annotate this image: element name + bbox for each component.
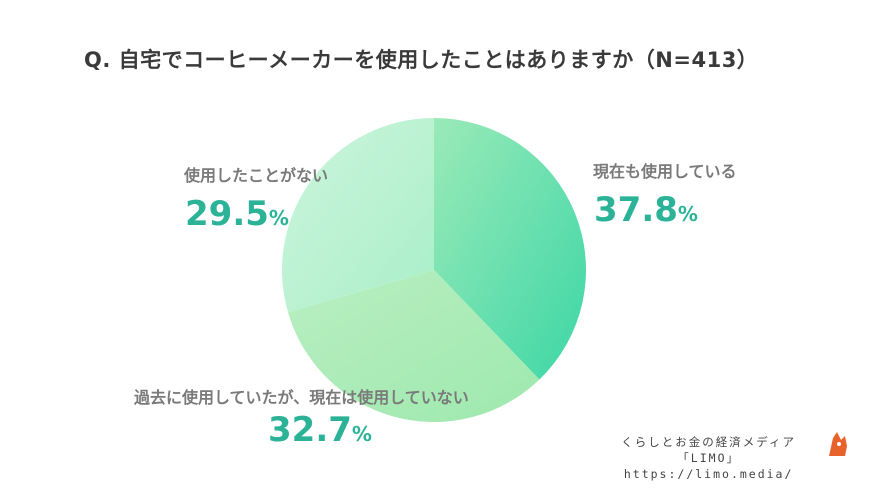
slice-value-current-unit: % bbox=[677, 202, 698, 226]
slice-value-current-number: 37.8 bbox=[594, 190, 678, 230]
pie-slice-current bbox=[434, 118, 586, 380]
brand-caption: くらしとお金の経済メディア 「LIMO」 https://limo.media/ bbox=[621, 434, 796, 482]
pie-slice-past bbox=[288, 270, 540, 422]
slice-value-never-number: 29.5 bbox=[185, 194, 269, 234]
slice-value-current: 37.8% bbox=[594, 190, 698, 230]
brand-line-1: くらしとお金の経済メディア bbox=[621, 435, 796, 449]
slice-value-never-unit: % bbox=[268, 206, 289, 230]
brand-line-3: https://limo.media/ bbox=[623, 467, 794, 481]
slice-label-never: 使用したことがない bbox=[184, 166, 329, 185]
brand-line-2: 「LIMO」 bbox=[677, 451, 740, 465]
chart-title: Q. 自宅でコーヒーメーカーを使用したことはありますか（N=413） bbox=[84, 48, 759, 72]
slice-label-current: 現在も使用している bbox=[593, 162, 737, 181]
slice-value-never: 29.5% bbox=[185, 194, 289, 234]
slice-value-past-unit: % bbox=[351, 422, 372, 446]
limo-logo-icon bbox=[829, 432, 847, 456]
slice-value-past-number: 32.7 bbox=[268, 410, 352, 450]
slice-label-past: 過去に使用していたが、現在は使用していない bbox=[134, 388, 469, 407]
slice-value-past: 32.7% bbox=[268, 410, 372, 450]
pie-slice-never bbox=[282, 117, 434, 313]
